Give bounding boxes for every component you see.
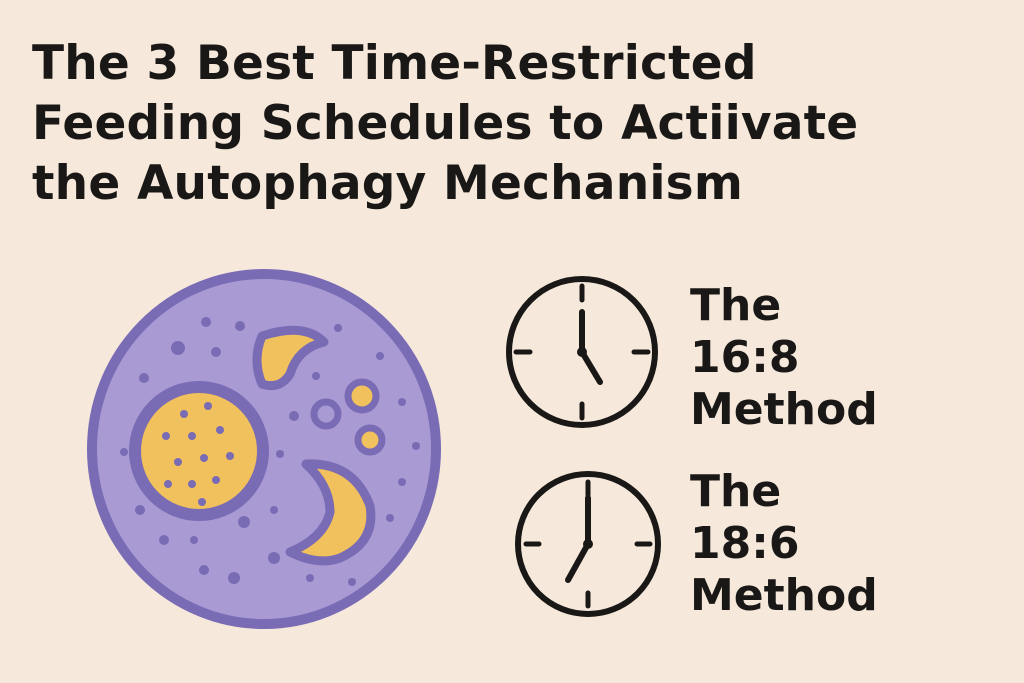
clock-hands (579, 309, 603, 385)
mitochondrion-upper (252, 325, 329, 391)
method-18-6-label: The 18:6 Method (690, 466, 878, 622)
method-label-line-2: 18:6 (690, 518, 800, 569)
method-label-line-3: Method (690, 384, 878, 435)
cell-granules (120, 317, 420, 586)
cell-nucleus (129, 381, 269, 521)
method-label-line-2: 16:8 (690, 332, 800, 383)
method-16-8-label: The 16:8 Method (690, 280, 878, 436)
method-label-line-1: The (690, 466, 782, 517)
vesicle (354, 424, 386, 456)
title-line-3: the Autophagy Mechanism (32, 156, 744, 211)
clock-ticks (523, 479, 653, 609)
method-label-line-3: Method (690, 570, 878, 621)
mitochondrion-lower (285, 459, 376, 566)
vesicle (344, 378, 380, 414)
clock-hands (565, 495, 591, 583)
clock-ticks (513, 283, 651, 421)
page-title: The 3 Best Time-Restricted Feeding Sched… (32, 34, 992, 214)
nucleus-dots (162, 402, 234, 506)
clock-icon (515, 471, 661, 617)
clock-icon (506, 276, 658, 428)
cell-icon (87, 269, 441, 629)
title-line-1: The 3 Best Time-Restricted (32, 36, 757, 91)
cell-illustration (84, 266, 444, 632)
vesicle (310, 398, 342, 430)
title-line-2: Feeding Schedules to Actiivate (32, 96, 859, 151)
method-label-line-1: The (690, 280, 782, 331)
